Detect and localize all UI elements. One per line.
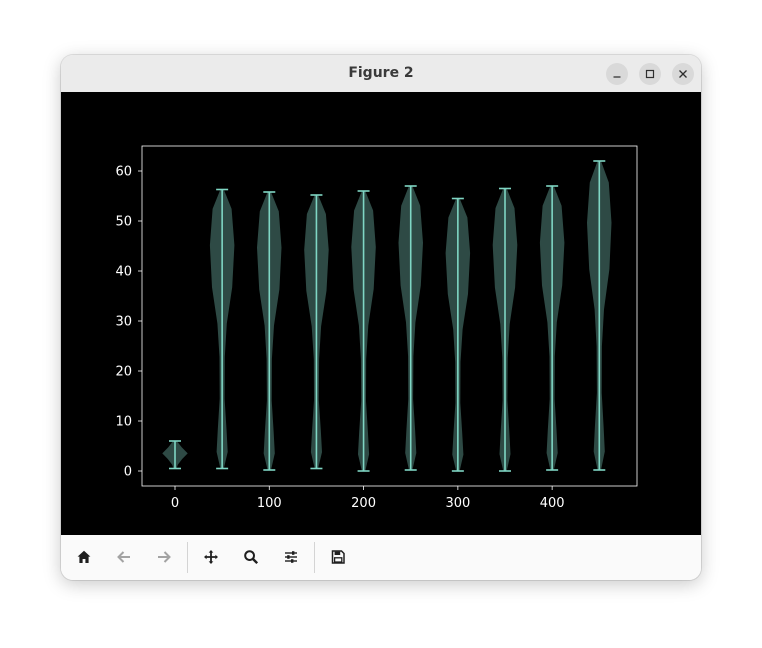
minimize-icon [613,76,621,78]
x-tick-label: 300 [445,496,470,511]
x-tick-label: 0 [171,496,179,511]
y-tick-label: 60 [115,165,132,180]
toolbar-separator [314,542,315,573]
maximize-icon [645,69,655,79]
zoom-icon [244,550,259,565]
y-tick-label: 30 [115,315,132,330]
save-icon [331,550,345,564]
y-tick-label: 40 [115,265,132,280]
home-icon [77,550,91,563]
save-button[interactable] [322,541,354,573]
y-tick-label: 50 [115,215,132,230]
home-button[interactable] [68,541,100,573]
minimize-button[interactable] [606,63,628,85]
configure-icon [285,551,297,563]
pan-button[interactable] [195,541,227,573]
y-tick-label: 10 [115,415,132,430]
back-icon [117,551,130,563]
forward-button[interactable] [148,541,180,573]
x-tick-label: 100 [257,496,282,511]
maximize-button[interactable] [639,63,661,85]
forward-icon [158,551,171,563]
zoom-button[interactable] [235,541,267,573]
configure-subplots-button[interactable] [275,541,307,573]
y-tick-label: 20 [115,365,132,380]
figure-window: Figure 2 0 100 200 300 400 0 10 20 30 40 50 60 [61,55,701,580]
pan-icon [204,550,218,564]
axes-frame [141,145,638,487]
figure-canvas[interactable]: 0 100 200 300 400 0 10 20 30 40 50 60 [61,92,701,535]
violin-chart: 0 100 200 300 400 0 10 20 30 40 50 60 [115,145,638,511]
title-bar[interactable]: Figure 2 [61,55,701,93]
close-button[interactable] [672,63,694,85]
window-title: Figure 2 [348,65,414,81]
x-tick-label: 200 [351,496,376,511]
y-tick-label: 0 [124,465,132,480]
close-icon [679,70,687,78]
back-button[interactable] [108,541,140,573]
navigation-toolbar [61,535,701,580]
toolbar-separator [187,542,188,573]
x-tick-label: 400 [540,496,565,511]
